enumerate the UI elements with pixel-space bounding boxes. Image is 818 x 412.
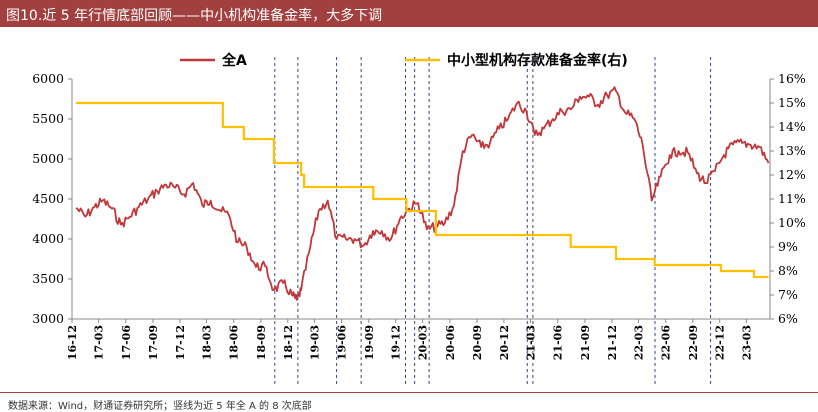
- title-bar: 图10.近 5 年行情底部回顾——中小机构准备金率，大多下调: [0, 0, 818, 27]
- x-tick-label: 18-09: [255, 325, 268, 360]
- y-left-tick-label: 4000: [32, 231, 64, 246]
- y-left-tick-label: 3000: [32, 311, 64, 326]
- x-tick-label: 17-06: [120, 325, 133, 361]
- x-tick-label: 20-03: [417, 325, 430, 360]
- series-line-quan-a: [75, 86, 770, 301]
- x-tick-label: 18-03: [201, 325, 214, 360]
- x-tick-label: 17-03: [93, 325, 106, 360]
- source-divider: [0, 392, 818, 393]
- x-tick-label: 22-03: [632, 325, 645, 360]
- x-tick-label: 19-12: [390, 325, 403, 360]
- vertical-lines-layer: [274, 57, 712, 384]
- x-tick-label: 21-09: [579, 325, 592, 360]
- y-left-tick-label: 5500: [32, 111, 64, 126]
- x-tick-label: 22-09: [687, 325, 700, 360]
- x-tick-label: 16-12: [66, 325, 79, 360]
- y-left-tick-label: 4500: [32, 191, 64, 206]
- x-tick-label: 21-03: [525, 325, 538, 360]
- y-right-tick-label: 10%: [778, 215, 806, 230]
- series-layer: [75, 86, 770, 301]
- y-left-tick-label: 5000: [32, 151, 64, 166]
- y-right-tick-label: 12%: [778, 167, 806, 182]
- axes-layer: 3000 3500 4000 4500 5000 5500 6000 6% 7% 8% 9% 10% 1…: [32, 71, 806, 360]
- x-tick-label: 23-03: [740, 325, 753, 360]
- source-note: 数据来源：Wind，财通证券研究所；竖线为近 5 年全 A 的 8 次底部: [8, 401, 312, 412]
- series-line-rrr: [76, 101, 769, 279]
- x-tick-label: 18-06: [228, 325, 241, 361]
- y-right-tick-label: 16%: [778, 71, 806, 86]
- x-tick-label: 19-03: [308, 325, 321, 360]
- y-right-tick-label: 14%: [778, 119, 806, 134]
- x-tick-label: 18-12: [282, 325, 295, 360]
- x-tick-label: 17-12: [174, 325, 187, 360]
- legend: 全A 中小型机构存款准备金率(右): [180, 52, 628, 69]
- chart: 3000 3500 4000 4500 5000 5500 6000 6% 7% 8% 9% 10% 1…: [32, 52, 806, 384]
- legend-label-quan-a: 全A: [221, 52, 247, 69]
- x-tick-label: 20-09: [471, 325, 484, 360]
- y-right-tick-label: 6%: [778, 311, 798, 326]
- x-tick-label: 22-12: [714, 325, 727, 360]
- y-right-tick-label: 11%: [778, 191, 806, 206]
- legend-label-rrr: 中小型机构存款准备金率(右): [447, 52, 628, 69]
- x-tick-label: 21-12: [606, 325, 619, 360]
- y-right-tick-label: 7%: [778, 287, 798, 302]
- x-tick-label: 17-09: [147, 325, 160, 360]
- y-right-tick-label: 13%: [778, 143, 806, 158]
- x-tick-label: 20-12: [498, 325, 511, 360]
- chart-title: 图10.近 5 年行情底部回顾——中小机构准备金率，大多下调: [6, 8, 383, 24]
- x-tick-label: 20-06: [444, 325, 457, 361]
- y-right-tick-label: 15%: [778, 95, 806, 110]
- x-tick-label: 19-06: [336, 325, 349, 361]
- y-right-tick-label: 9%: [778, 239, 798, 254]
- y-left-tick-label: 3500: [32, 271, 64, 286]
- x-tick-label: 19-09: [363, 325, 376, 360]
- y-right-tick-label: 8%: [778, 263, 798, 278]
- x-tick-label: 21-06: [552, 325, 565, 361]
- x-tick-label: 22-06: [660, 325, 673, 361]
- y-left-tick-label: 6000: [32, 71, 64, 86]
